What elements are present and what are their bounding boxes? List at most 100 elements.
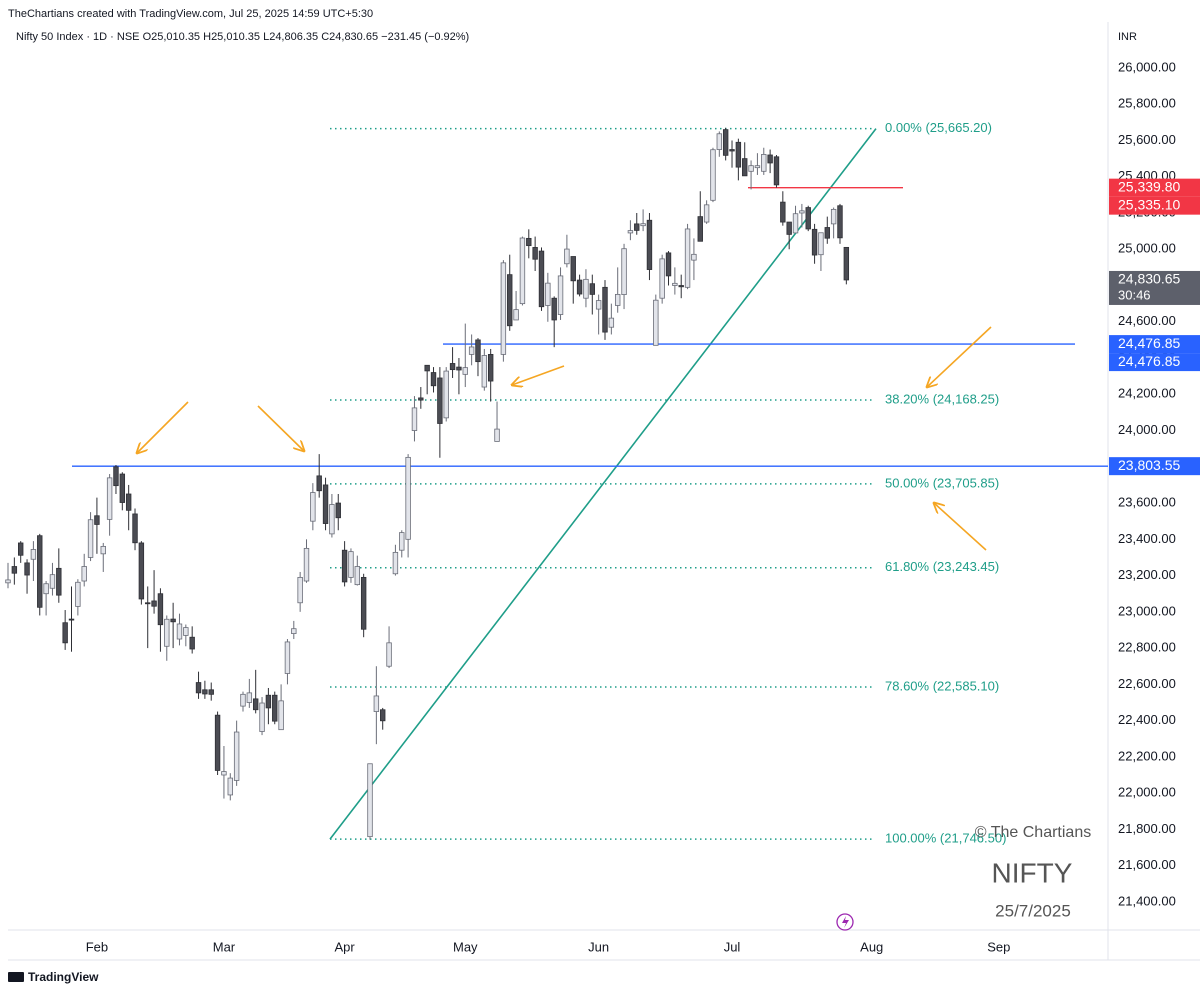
candle-body — [176, 623, 183, 640]
candle-body — [227, 777, 233, 796]
x-tick-label: Jun — [588, 939, 609, 954]
candle-body — [557, 275, 564, 315]
candle-body — [151, 600, 157, 607]
candle-body — [100, 545, 106, 555]
candle-body — [767, 154, 773, 164]
price-label: 24,476.85 — [1118, 353, 1180, 369]
candle-body — [316, 475, 322, 492]
candle-body — [443, 370, 449, 419]
candle-body — [792, 213, 799, 234]
low: L24,806.35 — [263, 31, 318, 43]
x-tick-label: May — [453, 939, 478, 954]
fib-label: 78.60% (22,585.10) — [885, 678, 999, 693]
x-tick-label: Feb — [86, 939, 108, 954]
candle-body — [367, 763, 373, 838]
currency: INR — [1118, 31, 1137, 43]
candle-body — [195, 682, 202, 694]
candle-body — [830, 208, 837, 225]
candle-body — [94, 515, 100, 525]
candle-body — [640, 223, 646, 227]
candle-body — [824, 227, 830, 239]
y-tick-label: 23,200.00 — [1118, 567, 1176, 582]
high: H25,010.35 — [203, 31, 260, 43]
candle-body — [742, 158, 748, 177]
symbol: Nifty 50 Index · 1D · NSE — [16, 31, 140, 43]
price-label: 24,476.85 — [1118, 335, 1180, 351]
candle-body — [684, 228, 691, 288]
candle-body — [634, 223, 640, 231]
open: O25,010.35 — [143, 31, 201, 43]
candle-body — [424, 364, 430, 372]
candle-body — [157, 593, 164, 626]
candle-body — [62, 622, 68, 644]
candle-body — [646, 219, 653, 270]
candle-body — [837, 205, 843, 239]
candle-body — [576, 279, 583, 295]
candle-body — [252, 698, 259, 711]
candle-body — [748, 165, 754, 172]
y-tick-label: 21,800.00 — [1118, 821, 1176, 836]
candle-body — [494, 428, 500, 442]
y-tick-label: 21,600.00 — [1118, 857, 1176, 872]
candle-body — [75, 581, 81, 607]
candle-body — [487, 354, 494, 382]
candle-body — [481, 355, 488, 388]
candle-body — [18, 542, 24, 556]
candle-body — [526, 237, 532, 247]
candle-body — [602, 286, 608, 333]
candle-body — [678, 285, 684, 288]
candle-body — [259, 702, 265, 732]
trend-line — [329, 128, 877, 840]
candle-body — [665, 252, 672, 277]
candle-body — [710, 149, 716, 201]
candle-body — [386, 642, 392, 667]
candle-body — [818, 232, 824, 256]
candle-body — [208, 689, 214, 695]
fib-label: 38.20% (24,168.25) — [885, 391, 999, 406]
y-tick-label: 24,200.00 — [1118, 386, 1176, 401]
candle-body — [5, 579, 11, 584]
candle-body — [354, 566, 361, 586]
price-label-box — [1109, 335, 1200, 354]
event-icon-bolt — [842, 916, 849, 928]
candle-body — [729, 149, 735, 152]
price-label: 23,803.55 — [1118, 457, 1180, 473]
y-tick-label: 23,600.00 — [1118, 494, 1176, 509]
candle-body — [170, 618, 176, 623]
arrow — [927, 326, 992, 387]
candle-body — [265, 694, 272, 709]
event-icon[interactable] — [836, 913, 854, 931]
candle-body — [411, 407, 418, 431]
candle-body — [30, 549, 37, 560]
candle-body — [49, 574, 56, 589]
candle-body — [240, 693, 246, 707]
candle-body — [322, 484, 329, 524]
watermark-copyright: © The Chartians — [975, 824, 1091, 841]
candle-body — [780, 201, 786, 223]
y-tick-label: 23,400.00 — [1118, 531, 1176, 546]
candle-body — [272, 694, 278, 722]
candle-body — [399, 532, 405, 551]
arrows — [137, 326, 992, 551]
candle-body — [475, 339, 481, 363]
fib-label: 0.00% (25,665.20) — [885, 120, 992, 135]
candle-body — [811, 228, 818, 256]
y-tick-label: 25,000.00 — [1118, 241, 1176, 256]
candle-body — [672, 282, 678, 286]
x-tick-label: Mar — [213, 939, 236, 954]
price-label: 25,339.80 — [1118, 178, 1180, 194]
candle-body — [202, 689, 208, 695]
logo: TradingView — [28, 970, 99, 984]
candle-body — [291, 628, 297, 634]
x-tick-label: Jul — [724, 939, 741, 954]
price-label-box — [1109, 270, 1200, 305]
price-label: 24,830.65 — [1118, 271, 1180, 287]
candle-body — [449, 363, 456, 371]
candle-body — [335, 502, 341, 519]
candle-body — [735, 141, 742, 168]
candle-body — [392, 551, 399, 575]
candle-body — [805, 207, 811, 230]
candle-body — [773, 156, 780, 186]
arrow — [257, 405, 304, 451]
candle-body — [405, 456, 411, 540]
